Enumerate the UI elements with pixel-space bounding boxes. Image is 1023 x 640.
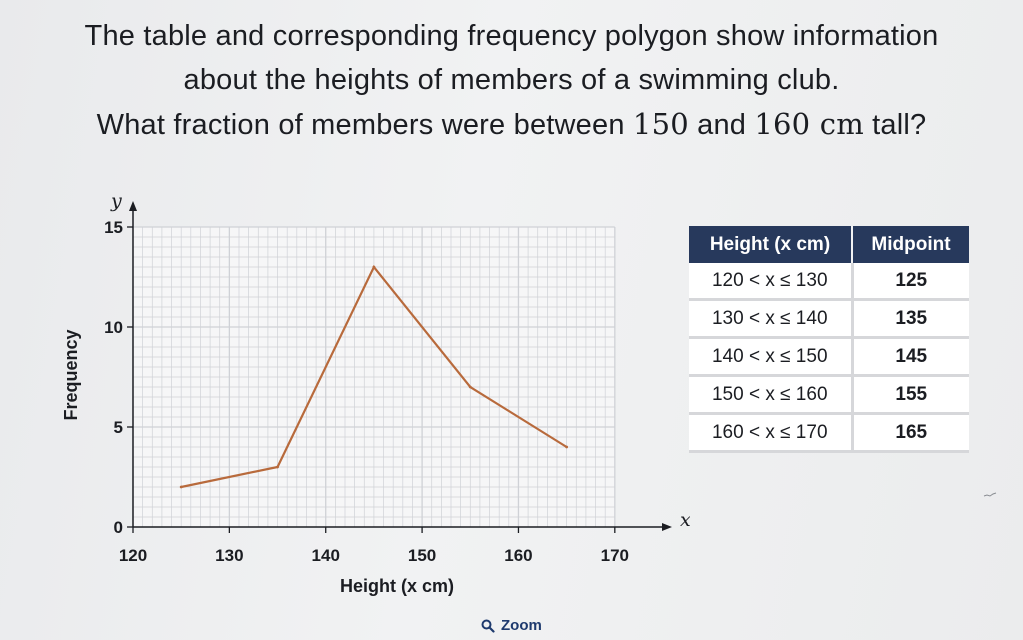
height-range-cell: 130 < x ≤ 140 xyxy=(689,299,854,339)
upper-height-value: 160 xyxy=(754,107,811,141)
table-row: 150 < x ≤ 160 155 xyxy=(689,375,969,415)
x-tick-label: 160 xyxy=(504,546,532,565)
magnifier-icon xyxy=(481,619,495,633)
midpoint-cell: 145 xyxy=(852,337,969,377)
y-tick-label: 0 xyxy=(114,518,123,537)
question-text: The table and corresponding frequency po… xyxy=(0,14,1023,147)
y-axis-title: Frequency xyxy=(61,329,81,420)
height-range-cell: 120 < x ≤ 130 xyxy=(689,263,854,301)
height-unit: cm xyxy=(810,107,864,141)
x-axis-arrow-icon xyxy=(662,523,672,531)
data-point xyxy=(179,485,183,489)
data-point xyxy=(276,465,279,469)
y-tick-label: 15 xyxy=(104,218,123,237)
data-point xyxy=(468,385,472,389)
midpoint-cell: 165 xyxy=(852,413,969,453)
pen-mark-icon xyxy=(983,492,997,497)
x-tick-label: 120 xyxy=(119,546,147,565)
midpoint-cell: 155 xyxy=(852,375,969,415)
zoom-button[interactable]: Zoom xyxy=(481,617,542,634)
y-axis-letter: y xyxy=(110,190,122,212)
y-tick-label: 5 xyxy=(114,418,123,437)
table-body: 120 < x ≤ 130 125 130 < x ≤ 140 135 140 < x … xyxy=(689,263,969,453)
data-point xyxy=(372,265,376,269)
table-row: 120 < x ≤ 130 125 xyxy=(689,263,969,301)
midpoint-cell: 135 xyxy=(852,299,969,339)
x-tick-label: 140 xyxy=(312,546,340,565)
table-header-row: Height (x cm) Midpoint xyxy=(689,226,969,263)
x-tick-label: 170 xyxy=(601,546,629,565)
y-axis-arrow-icon xyxy=(129,201,137,211)
table-row: 140 < x ≤ 150 145 xyxy=(689,337,969,377)
height-table: Height (x cm) Midpoint 120 < x ≤ 130 125 1… xyxy=(689,226,969,453)
height-range-cell: 140 < x ≤ 150 xyxy=(689,337,854,377)
table-row: 130 < x ≤ 140 135 xyxy=(689,299,969,339)
x-tick-label: 150 xyxy=(408,546,436,565)
header-height: Height (x cm) xyxy=(689,226,853,263)
header-midpoint: Midpoint xyxy=(852,226,969,263)
lower-height-value: 150 xyxy=(632,107,689,141)
question-line-3-end: tall? xyxy=(863,109,927,141)
question-line-3-start: What fraction of members were between xyxy=(96,109,633,141)
height-range-cell: 150 < x ≤ 160 xyxy=(689,375,854,415)
midpoint-cell: 125 xyxy=(852,263,969,301)
y-tick-label: 10 xyxy=(104,318,123,337)
question-line-3-and: and xyxy=(688,109,755,141)
height-range-cell: 160 < x ≤ 170 xyxy=(689,413,854,453)
table-row: 160 < x ≤ 170 165 xyxy=(689,413,969,453)
x-tick-label: 130 xyxy=(215,546,243,565)
question-line-1: The table and corresponding frequency po… xyxy=(84,20,939,52)
question-line-3: What fraction of members were between 15… xyxy=(0,102,1023,147)
question-line-2: about the heights of members of a swimmi… xyxy=(183,64,840,96)
x-axis-title: Height (x cm) xyxy=(340,576,454,596)
zoom-label: Zoom xyxy=(501,617,542,634)
data-point xyxy=(565,445,569,449)
x-axis-letter: x xyxy=(680,509,690,531)
frequency-polygon-chart: 120 130 140 150 160 170 0 5 10 15 x y Height (x cm) F… xyxy=(61,190,690,596)
